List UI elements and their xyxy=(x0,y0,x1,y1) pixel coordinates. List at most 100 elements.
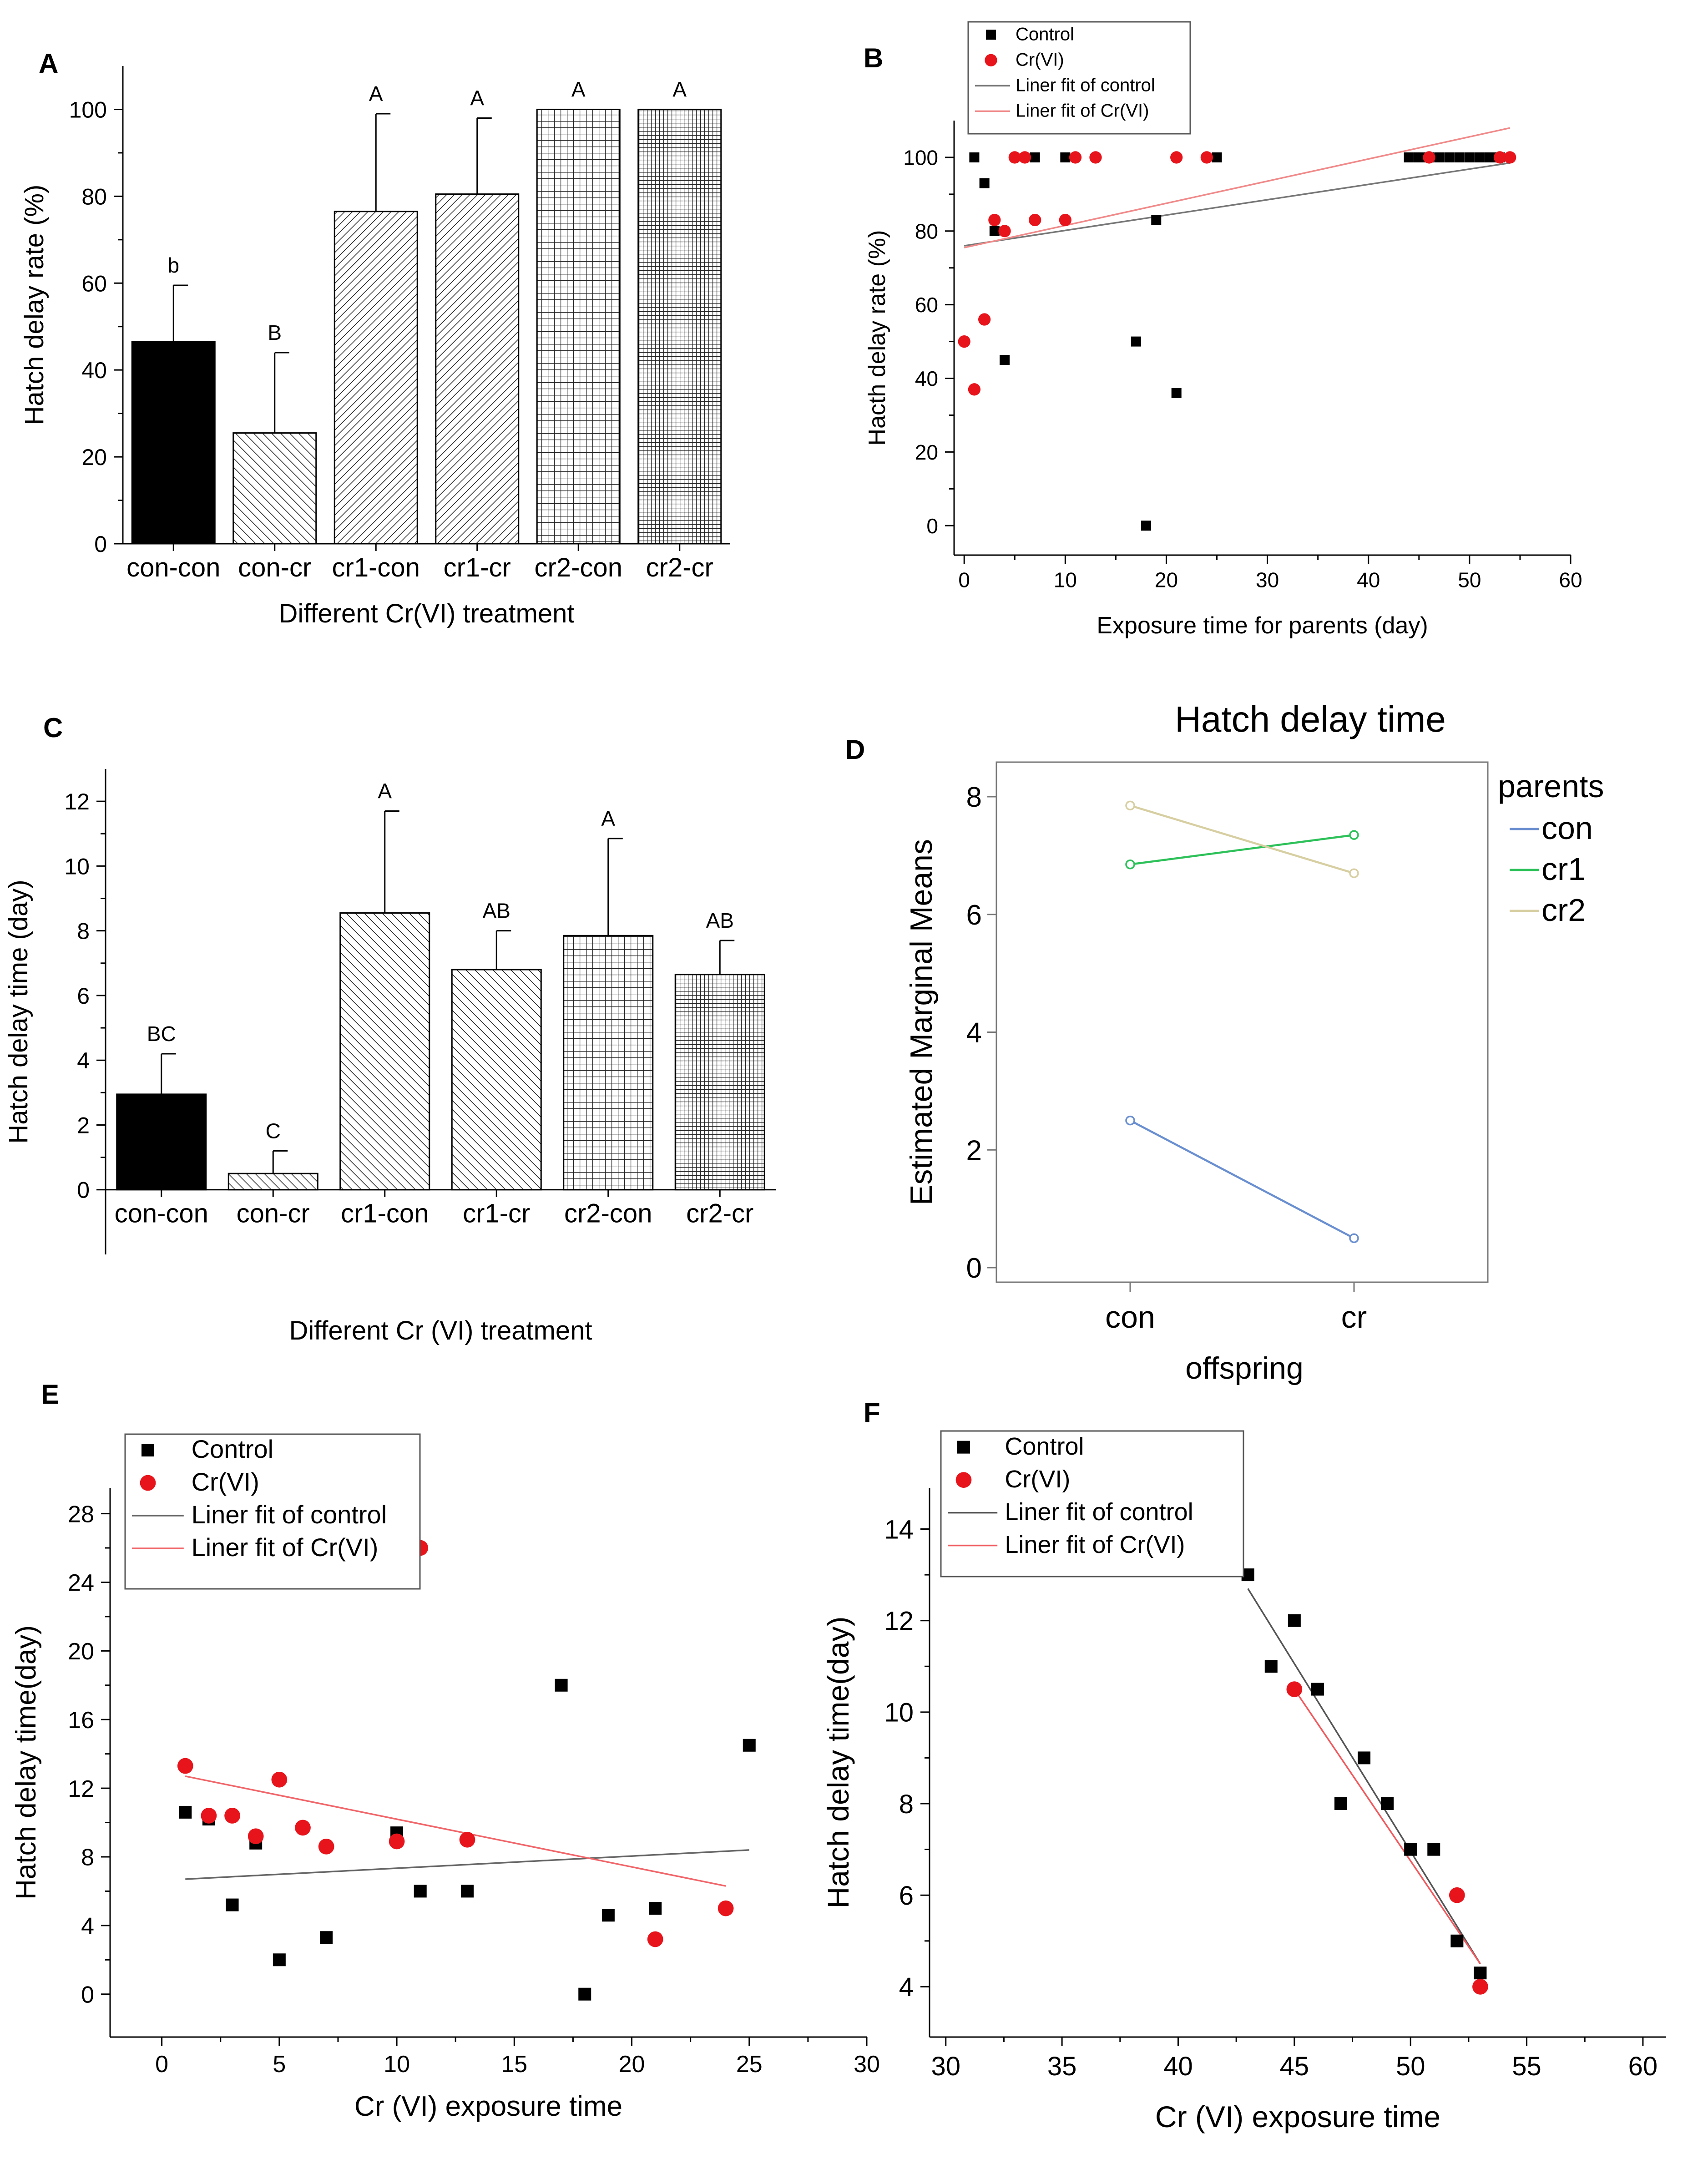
plot-frame xyxy=(995,761,1489,1283)
y-tick-label: 0 xyxy=(966,1253,982,1284)
crvi-point xyxy=(1008,151,1021,164)
x-tick-label: 0 xyxy=(155,2051,168,2078)
control-point xyxy=(1264,1660,1278,1673)
bar-cr1-con xyxy=(339,912,430,1191)
y-tick-label: 20 xyxy=(68,1638,94,1665)
bar-con-con xyxy=(131,341,216,545)
fit-line-crvi xyxy=(185,1775,726,1887)
legend-label: Liner fit of Cr(VI) xyxy=(192,1533,379,1562)
x-tick-label: 30 xyxy=(854,2051,880,2078)
control-point xyxy=(273,1953,286,1967)
x-tick-label: cr2-con xyxy=(564,1199,652,1229)
crvi-point xyxy=(1018,151,1031,164)
crvi-point xyxy=(1504,151,1516,164)
legend-label: cr2 xyxy=(1541,892,1586,928)
x-tick-label: 20 xyxy=(1155,568,1178,592)
crvi-point xyxy=(248,1828,264,1845)
control-point xyxy=(320,1931,333,1944)
y-tick-label: 20 xyxy=(81,445,107,470)
fit-line-crvi xyxy=(1294,1689,1481,1965)
panel-letter-c: C xyxy=(43,713,63,743)
legend-label: Cr(VI) xyxy=(1005,1466,1070,1493)
fit-line-control xyxy=(964,162,1510,247)
y-tick-label: 40 xyxy=(81,358,107,383)
crvi-point xyxy=(1286,1681,1303,1697)
series-point-cr1 xyxy=(1349,830,1359,840)
y-axis-label: Hatch delay time(day) xyxy=(10,1625,42,1900)
legend-label: Cr(VI) xyxy=(1016,50,1064,70)
x-tick-label: cr1-con xyxy=(341,1199,429,1229)
bar-cr1-con xyxy=(334,211,418,545)
y-tick-label: 12 xyxy=(884,1607,914,1636)
panel-d: D Hatch delay time 0 2 4 6 8 con cr offspring Esti… xyxy=(845,699,1604,1385)
control-point xyxy=(979,178,990,188)
x-tick-label: 25 xyxy=(736,2051,763,2078)
x-tick-label: con-cr xyxy=(238,553,311,582)
crvi-point xyxy=(968,383,981,396)
legend-control-marker xyxy=(986,30,996,40)
control-point xyxy=(1454,152,1465,162)
control-point xyxy=(1404,152,1414,162)
control-point xyxy=(1131,336,1141,347)
x-tick-label: cr2-cr xyxy=(686,1199,753,1229)
y-tick-label: 16 xyxy=(68,1707,94,1734)
x-tick-label: 60 xyxy=(1628,2052,1658,2081)
x-tick-label: 50 xyxy=(1458,568,1481,592)
control-point xyxy=(1434,152,1445,162)
crvi-point xyxy=(1449,1887,1465,1903)
series-point-con xyxy=(1125,1115,1135,1126)
y-tick-label: 60 xyxy=(81,271,107,296)
crvi-point xyxy=(295,1820,311,1836)
panel-letter-f: F xyxy=(864,1397,880,1428)
control-point xyxy=(1334,1797,1347,1810)
significance-letter: B xyxy=(268,321,282,344)
series-point-cr2 xyxy=(1125,800,1135,811)
legend-label: Liner fit of Cr(VI) xyxy=(1016,101,1149,121)
x-tick-label: cr2-cr xyxy=(646,553,713,582)
x-tick-label: cr1-cr xyxy=(444,553,511,582)
x-tick-label: cr1-con xyxy=(332,553,420,582)
panel-a: A 0 20 40 60 80 100 Hatch delay rate (%) b con-co… xyxy=(20,48,730,628)
crvi-point xyxy=(1493,151,1506,164)
x-axis-label: offspring xyxy=(1185,1351,1304,1385)
panel-letter-b: B xyxy=(864,43,883,73)
crvi-point xyxy=(224,1808,240,1824)
x-tick-label: con-con xyxy=(115,1199,208,1229)
crvi-point xyxy=(201,1808,217,1824)
x-axis-label: Cr (VI) exposure time xyxy=(1155,2100,1440,2134)
panel-letter-d: D xyxy=(845,734,865,765)
y-tick-label: 2 xyxy=(77,1112,90,1138)
significance-letter: A xyxy=(571,77,586,101)
crvi-point xyxy=(271,1771,288,1788)
x-tick-label: 35 xyxy=(1047,2052,1077,2081)
significance-letter: A xyxy=(672,77,687,101)
legend-label: Control xyxy=(192,1435,274,1463)
x-tick-label: 30 xyxy=(1256,568,1279,592)
y-tick-label: 40 xyxy=(915,367,938,390)
y-tick-label: 60 xyxy=(915,293,938,317)
legend-control-marker xyxy=(141,1444,154,1457)
x-tick-label: con-con xyxy=(126,553,220,582)
control-point xyxy=(1464,152,1475,162)
panel-letter-a: A xyxy=(39,48,58,79)
x-tick-label: con-cr xyxy=(237,1199,310,1229)
series-line-cr2 xyxy=(1130,804,1354,875)
x-tick-label: 10 xyxy=(1054,568,1077,592)
bar-con-con xyxy=(116,1093,207,1191)
series-line-cr1 xyxy=(1130,834,1354,866)
x-axis-label: Cr (VI) exposure time xyxy=(354,2091,622,2122)
x-tick-label: 20 xyxy=(619,2051,645,2078)
bar-con-cr xyxy=(232,432,317,545)
x-tick-label: 5 xyxy=(273,2051,286,2078)
significance-letter: AB xyxy=(706,909,734,932)
y-tick-label: 100 xyxy=(903,146,938,169)
crvi-point xyxy=(718,1900,734,1916)
x-tick-label: 10 xyxy=(384,2051,410,2078)
legend-crvi-marker xyxy=(955,1472,972,1488)
y-tick-label: 4 xyxy=(899,1972,914,2002)
control-point xyxy=(1311,1683,1324,1696)
x-tick-label: cr xyxy=(1341,1300,1367,1335)
y-tick-label: 12 xyxy=(64,789,90,814)
crvi-point xyxy=(1029,213,1041,227)
